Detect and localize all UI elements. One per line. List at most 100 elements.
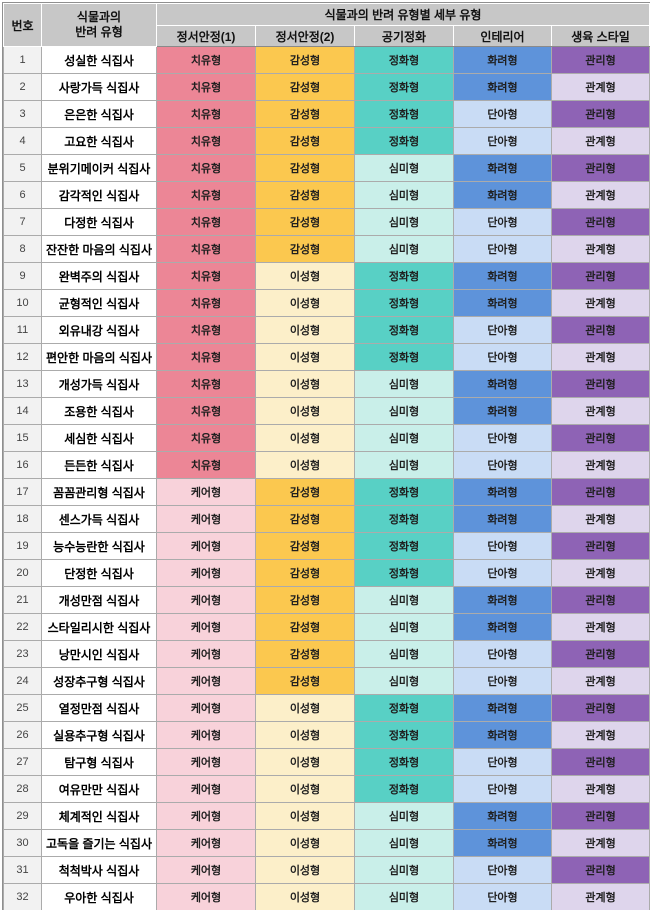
type-cell: 관계형 [550, 613, 650, 641]
type-cell: 단아형 [453, 667, 552, 695]
table-row: 11 외유내강 식집사 치유형 이성형 정화형 단아형 관리형 [3, 316, 650, 344]
type-cell: 감성형 [255, 208, 355, 236]
type-cell: 심미형 [354, 883, 454, 910]
type-cell: 이성형 [255, 775, 355, 803]
companion-type-name: 분위기메이커 식집사 [41, 154, 157, 182]
table-row: 29 체계적인 식집사 케어형 이성형 심미형 화려형 관리형 [3, 802, 650, 830]
type-cell: 치유형 [156, 451, 256, 479]
type-cell: 심미형 [354, 613, 454, 641]
type-cell: 관리형 [550, 262, 650, 290]
header-no: 번호 [3, 3, 42, 47]
table-row: 7 다정한 식집사 치유형 감성형 심미형 단아형 관리형 [3, 208, 650, 236]
companion-type-name: 조용한 식집사 [41, 397, 157, 425]
table-header: 번호 식물과의 반려 유형 식물과의 반려 유형별 세부 유형 정서안정(1) … [3, 3, 650, 47]
type-cell: 케어형 [156, 775, 256, 803]
type-cell: 정화형 [354, 289, 454, 317]
table-row: 1 성실한 식집사 치유형 감성형 정화형 화려형 관리형 [3, 46, 650, 74]
type-cell: 심미형 [354, 829, 454, 857]
type-cell: 관계형 [550, 829, 650, 857]
type-cell: 정화형 [354, 316, 454, 344]
table-row: 6 감각적인 식집사 치유형 감성형 심미형 화려형 관계형 [3, 181, 650, 209]
type-cell: 케어형 [156, 532, 256, 560]
type-cell: 이성형 [255, 370, 355, 398]
companion-type-name: 성장추구형 식집사 [41, 667, 157, 695]
row-number: 2 [3, 73, 42, 101]
type-cell: 케어형 [156, 721, 256, 749]
type-cell: 관리형 [550, 46, 650, 74]
table-row: 8 잔잔한 마음의 식집사 치유형 감성형 심미형 단아형 관계형 [3, 235, 650, 263]
type-cell: 이성형 [255, 856, 355, 884]
table-row: 19 능수능란한 식집사 케어형 감성형 정화형 단아형 관리형 [3, 532, 650, 560]
type-cell: 단아형 [453, 343, 552, 371]
type-cell: 심미형 [354, 370, 454, 398]
type-cell: 화려형 [453, 829, 552, 857]
table-row: 2 사랑가득 식집사 치유형 감성형 정화형 화려형 관계형 [3, 73, 650, 101]
row-number: 32 [3, 883, 42, 910]
type-cell: 관리형 [550, 370, 650, 398]
header-emotion-2: 정서안정(2) [255, 25, 355, 47]
type-cell: 케어형 [156, 505, 256, 533]
type-cell: 단아형 [453, 748, 552, 776]
type-cell: 감성형 [255, 46, 355, 74]
row-number: 11 [3, 316, 42, 344]
type-cell: 감성형 [255, 532, 355, 560]
row-number: 15 [3, 424, 42, 452]
type-cell: 감성형 [255, 478, 355, 506]
type-cell: 관계형 [550, 775, 650, 803]
companion-type-name: 외유내강 식집사 [41, 316, 157, 344]
type-cell: 관계형 [550, 667, 650, 695]
type-cell: 심미형 [354, 451, 454, 479]
type-cell: 이성형 [255, 883, 355, 910]
type-cell: 치유형 [156, 127, 256, 155]
table-row: 15 세심한 식집사 치유형 이성형 심미형 단아형 관리형 [3, 424, 650, 452]
type-cell: 관리형 [550, 154, 650, 182]
row-number: 27 [3, 748, 42, 776]
row-number: 8 [3, 235, 42, 263]
row-number: 1 [3, 46, 42, 74]
row-number: 24 [3, 667, 42, 695]
header-detail-group: 식물과의 반려 유형별 세부 유형 [155, 3, 650, 26]
type-cell: 관리형 [550, 478, 650, 506]
row-number: 16 [3, 451, 42, 479]
row-number: 28 [3, 775, 42, 803]
type-cell: 심미형 [354, 154, 454, 182]
companion-type-name: 사랑가득 식집사 [41, 73, 157, 101]
row-number: 3 [3, 100, 42, 128]
type-cell: 화려형 [453, 262, 552, 290]
type-cell: 심미형 [354, 856, 454, 884]
type-cell: 화려형 [453, 154, 552, 182]
companion-type-name: 우아한 식집사 [41, 883, 157, 910]
type-cell: 정화형 [354, 262, 454, 290]
type-cell: 관계형 [550, 505, 650, 533]
type-cell: 심미형 [354, 586, 454, 614]
table-row: 3 은은한 식집사 치유형 감성형 정화형 단아형 관리형 [3, 100, 650, 128]
type-cell: 케어형 [156, 883, 256, 910]
table-row: 28 여유만만 식집사 케어형 이성형 정화형 단아형 관계형 [3, 775, 650, 803]
type-cell: 감성형 [255, 586, 355, 614]
type-cell: 감성형 [255, 505, 355, 533]
row-number: 19 [3, 532, 42, 560]
companion-type-name: 스타일리시한 식집사 [41, 613, 157, 641]
row-number: 25 [3, 694, 42, 722]
type-cell: 치유형 [156, 73, 256, 101]
type-cell: 단아형 [453, 208, 552, 236]
type-cell: 이성형 [255, 721, 355, 749]
row-number: 4 [3, 127, 42, 155]
type-cell: 이성형 [255, 424, 355, 452]
type-cell: 이성형 [255, 829, 355, 857]
companion-type-table: 번호 식물과의 반려 유형 식물과의 반려 유형별 세부 유형 정서안정(1) … [3, 3, 650, 910]
type-cell: 이성형 [255, 343, 355, 371]
type-cell: 심미형 [354, 181, 454, 209]
type-cell: 치유형 [156, 181, 256, 209]
type-cell: 심미형 [354, 235, 454, 263]
type-cell: 치유형 [156, 208, 256, 236]
type-cell: 관계형 [550, 127, 650, 155]
row-number: 30 [3, 829, 42, 857]
type-cell: 화려형 [453, 694, 552, 722]
type-cell: 관리형 [550, 586, 650, 614]
companion-type-name: 고요한 식집사 [41, 127, 157, 155]
companion-type-name: 편안한 마음의 식집사 [41, 343, 157, 371]
type-cell: 단아형 [453, 424, 552, 452]
